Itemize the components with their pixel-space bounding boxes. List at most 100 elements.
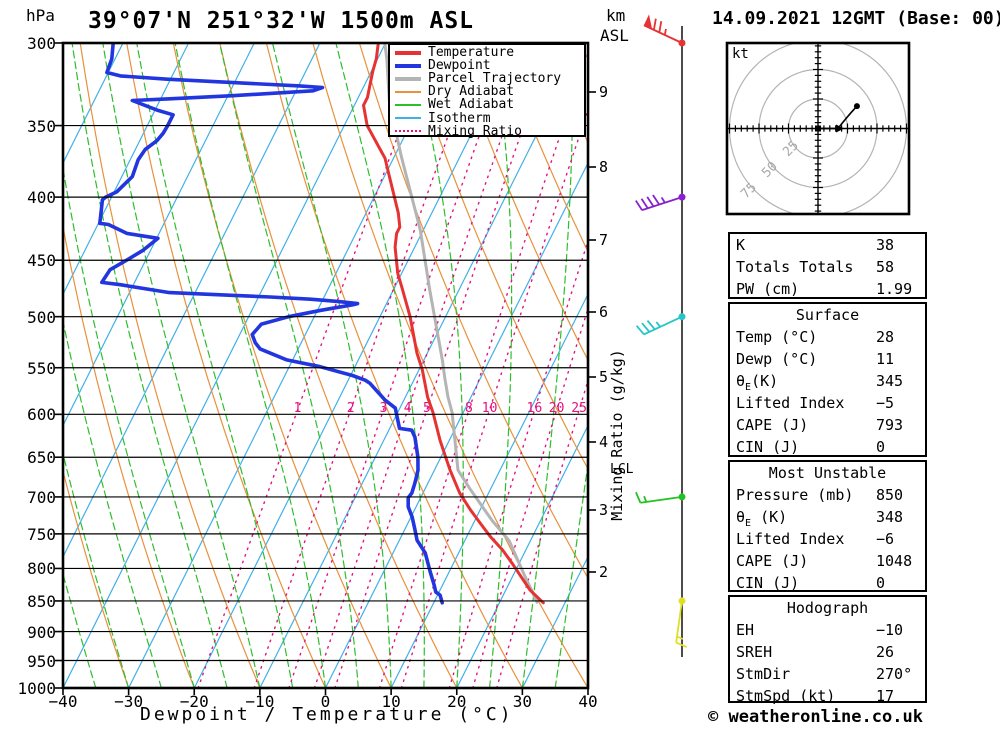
pressure-tick-label: 450 bbox=[27, 251, 56, 271]
wind-barb-shaft bbox=[643, 315, 683, 336]
wind-barb-level-dot bbox=[678, 493, 686, 501]
dewpoint-curve bbox=[98, 43, 445, 605]
km-tick-label: 5 bbox=[599, 368, 609, 386]
stats-value: −5 bbox=[876, 394, 895, 412]
legend-item: Parcel Trajectory bbox=[390, 72, 584, 85]
stats-label: Lifted Index bbox=[736, 394, 845, 412]
wind-barb-full bbox=[653, 18, 657, 31]
stats-value: 850 bbox=[876, 486, 904, 504]
stats-row: StmDir 270° bbox=[730, 663, 925, 685]
isotherm-line bbox=[63, 43, 190, 296]
stats-value: 345 bbox=[876, 372, 904, 390]
dry-adiabat-line bbox=[498, 43, 588, 254]
wind-barb-400hpa bbox=[635, 193, 686, 211]
wind-barb-full bbox=[652, 194, 660, 206]
dry-adiabat-line bbox=[451, 43, 588, 362]
wind-barb-full bbox=[646, 196, 655, 207]
plot-border bbox=[61, 41, 590, 690]
mixing-ratio-value-labels: 1 2 3 4 5 8 10 16 20 25 bbox=[294, 401, 587, 416]
stats-value: 28 bbox=[876, 328, 895, 346]
stats-row: CIN (J) 0 bbox=[730, 572, 925, 594]
legend-item: Wet Adiabat bbox=[390, 98, 584, 111]
wind-barb-column bbox=[635, 14, 687, 657]
wind-barb-850hpa bbox=[675, 597, 687, 648]
pressure-tick-label: 850 bbox=[27, 591, 56, 611]
stats-label: CAPE (J) bbox=[736, 416, 809, 434]
stats-value: 38 bbox=[876, 236, 895, 254]
stats-label: CIN (J) bbox=[736, 438, 800, 456]
km-tick-label: 3 bbox=[599, 501, 609, 519]
mixing-ratio-line bbox=[253, 43, 482, 688]
stats-row: EH −10 bbox=[730, 619, 925, 641]
legend-item: Isotherm bbox=[390, 111, 584, 125]
stats-table-most-unstable: Most Unstable Pressure (mb) 850 θE (K) 348 Li… bbox=[728, 460, 927, 592]
stats-label: Lifted Index bbox=[736, 530, 845, 548]
wind-barb-shaft bbox=[640, 496, 683, 504]
pressure-tick-label: 700 bbox=[27, 487, 56, 507]
stats-table-title: Surface bbox=[795, 306, 860, 324]
stats-label: StmSpd (kt) bbox=[736, 687, 836, 705]
stats-table-title: Hodograph bbox=[786, 599, 869, 617]
stats-row: Lifted Index −5 bbox=[730, 392, 925, 414]
wet-adiabat-line bbox=[335, 43, 425, 688]
mixing-ratio-line bbox=[496, 378, 588, 688]
mixing-ratio-line bbox=[197, 43, 433, 688]
stats-table-surface: Surface Temp (°C) 28 Dewp (°C) 11 θE(K) 345 Lif… bbox=[728, 302, 927, 457]
km-tick-label: 4 bbox=[599, 433, 609, 451]
wet-adiabat-line bbox=[63, 165, 195, 688]
legend-label: Parcel Trajectory bbox=[428, 71, 562, 87]
dry-adiabat-line bbox=[312, 43, 588, 688]
isotherm-line bbox=[128, 43, 452, 688]
run-datetime: 14.09.2021 12GMT (Base: 00) bbox=[712, 8, 1000, 29]
stats-table-hodograph: Hodograph EH −10 SREH 26 StmDir 270° StmSpd (kt… bbox=[728, 595, 927, 705]
storm-motion-arrowhead bbox=[836, 124, 845, 133]
stats-row: CAPE (J) 1048 bbox=[730, 550, 925, 572]
hodograph-plot bbox=[725, 41, 911, 216]
temperature-tick-label: −20 bbox=[179, 692, 209, 711]
wind-barb-half bbox=[660, 196, 666, 204]
km-tick-label: 2 bbox=[599, 563, 609, 581]
wind-barb-full bbox=[640, 198, 649, 209]
wind-barb-300hpa bbox=[643, 14, 686, 47]
wet-adiabat-line bbox=[71, 43, 228, 688]
wind-barb-full bbox=[635, 200, 643, 211]
isotherm-line bbox=[324, 161, 588, 688]
legend: Temperature Dewpoint Parcel Trajectory Dry … bbox=[388, 43, 586, 138]
mixing-ratio-value-label: 16 bbox=[527, 401, 543, 416]
legend-swatch-temperature bbox=[395, 50, 421, 55]
stats-label: SREH bbox=[736, 643, 773, 661]
temperature-tick-label: 0 bbox=[320, 692, 331, 711]
isotherm-line bbox=[63, 43, 321, 559]
legend-item: Mixing Ratio bbox=[390, 125, 584, 138]
stats-value: 0 bbox=[876, 438, 886, 456]
wet-adiabat-line bbox=[63, 451, 130, 688]
mixing-ratio-axis-label: Mixing Ratio (g/kg) bbox=[608, 349, 626, 521]
legend-label: Mixing Ratio bbox=[428, 123, 522, 139]
stats-value: 17 bbox=[876, 687, 895, 705]
height-axis-unit-asl: ASL bbox=[600, 26, 629, 45]
wind-barb-level-dot bbox=[678, 193, 686, 201]
dry-adiabat-line bbox=[405, 43, 588, 471]
pressure-tick-label: 350 bbox=[27, 116, 56, 136]
dry-adiabat-line bbox=[79, 43, 261, 688]
legend-item: Temperature bbox=[390, 46, 584, 59]
stats-row: CAPE (J) 793 bbox=[730, 414, 925, 436]
stats-label: Pressure (mb) bbox=[736, 486, 854, 504]
isotherm-line bbox=[63, 43, 124, 165]
legend-item: Dewpoint bbox=[390, 59, 584, 72]
km-tick-label: 7 bbox=[599, 231, 609, 249]
stats-row: Lifted Index −6 bbox=[730, 528, 925, 550]
temperature-tick-label: 30 bbox=[512, 692, 532, 711]
dry-adiabat-line bbox=[63, 468, 130, 688]
pressure-axis-unit: hPa bbox=[26, 6, 55, 25]
stats-label: StmDir bbox=[736, 665, 791, 683]
legend-swatch-parcel-trajectory bbox=[395, 76, 421, 81]
stats-row: Temp (°C) 28 bbox=[730, 326, 925, 348]
pressure-tick-label: 650 bbox=[27, 448, 56, 468]
stats-row: Totals Totals 58 bbox=[730, 256, 925, 278]
hodograph-trace-end-dot bbox=[853, 103, 860, 110]
temperature-tick-label: 20 bbox=[447, 692, 467, 711]
wind-barb-shaft bbox=[675, 600, 683, 643]
mixing-ratio-line bbox=[472, 306, 588, 688]
